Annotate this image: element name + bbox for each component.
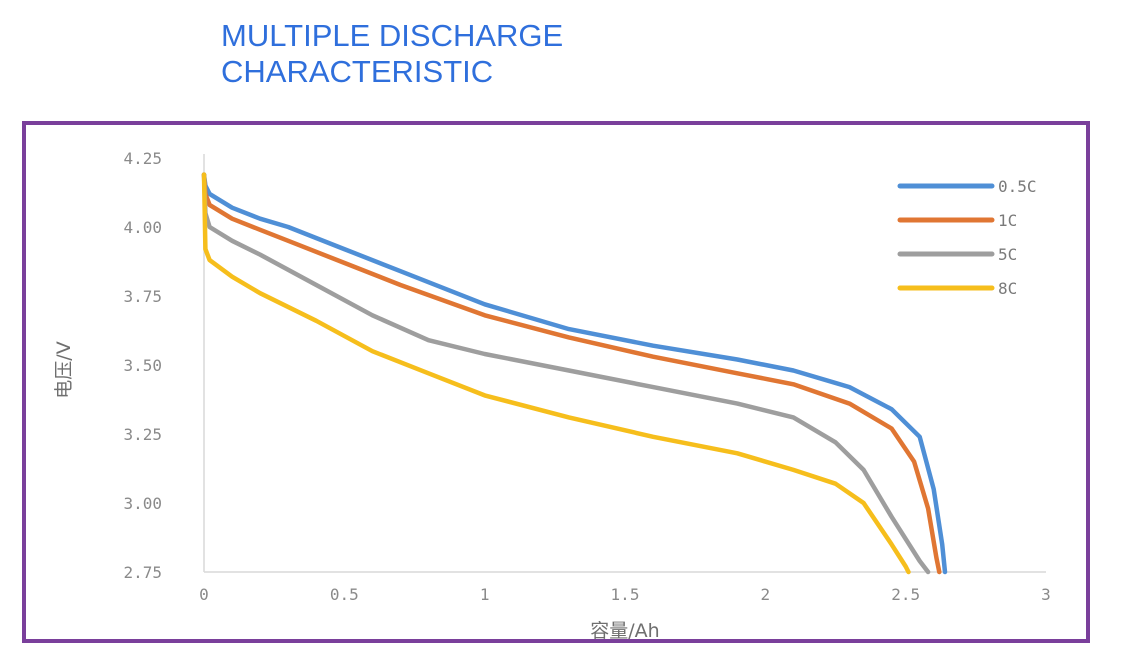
series-line-2 <box>201 172 931 575</box>
x-tick-label: 3 <box>1041 585 1051 604</box>
y-tick-label: 3.00 <box>123 494 162 513</box>
y-axis-title: 电压/V <box>53 341 75 398</box>
chart-frame <box>22 121 1090 643</box>
series-line-3 <box>201 172 911 575</box>
y-tick-label: 3.50 <box>123 356 162 375</box>
x-axis-title: 容量/Ah <box>590 620 659 642</box>
x-tick-label: 1 <box>480 585 490 604</box>
legend-label-3: 8C <box>998 279 1017 298</box>
x-tick-label: 1.5 <box>611 585 640 604</box>
legend-label-0: 0.5C <box>998 177 1037 196</box>
legend-label-1: 1C <box>998 211 1017 230</box>
x-tick-label: 2.5 <box>891 585 920 604</box>
chart-title: MULTIPLE DISCHARGE CHARACTERISTIC <box>221 18 563 90</box>
y-tick-label: 3.25 <box>123 425 162 444</box>
x-tick-label: 0 <box>199 585 209 604</box>
series-line-0 <box>201 172 948 575</box>
chart-title-line-1: MULTIPLE DISCHARGE <box>221 18 564 53</box>
chart-title-line-2: CHARACTERISTIC <box>221 54 494 89</box>
series-line-1 <box>201 172 942 575</box>
y-tick-label: 4.00 <box>123 218 162 237</box>
y-tick-label: 4.25 <box>123 149 162 168</box>
y-tick-label: 2.75 <box>123 563 162 582</box>
y-tick-label: 3.75 <box>123 287 162 306</box>
x-tick-label: 0.5 <box>330 585 359 604</box>
legend-label-2: 5C <box>998 245 1017 264</box>
x-tick-label: 2 <box>761 585 771 604</box>
